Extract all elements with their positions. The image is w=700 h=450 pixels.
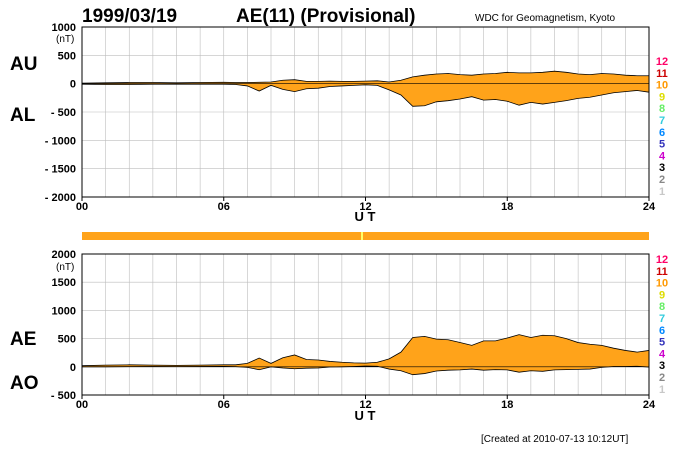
panel1-level-label: 6 bbox=[659, 127, 665, 139]
chart-date: 1999/03/19 bbox=[82, 6, 177, 27]
panel1-x-tick-label: 06 bbox=[218, 201, 230, 213]
panel1-level-label: 3 bbox=[659, 162, 665, 174]
panel2-level-label: 11 bbox=[656, 266, 668, 278]
panel2-y-tick-label: 1000 bbox=[52, 305, 76, 317]
panel2-level-label: 10 bbox=[656, 278, 668, 290]
panel1-x-tick-label: 18 bbox=[501, 201, 513, 213]
panel1-y-tick-label: - 500 bbox=[51, 107, 76, 119]
panel2-level-label: 7 bbox=[659, 313, 665, 325]
panel2-y-tick-label: 2000 bbox=[52, 249, 76, 261]
panel1-level-label: 7 bbox=[659, 115, 665, 127]
panel1-upper-label: AU bbox=[10, 54, 37, 75]
panel2-level-label: 6 bbox=[659, 325, 665, 337]
panel1-y-tick-label: 1000 bbox=[52, 22, 76, 34]
panel2-x-tick-label: 06 bbox=[218, 399, 230, 411]
panel2-y-tick-label: 0 bbox=[70, 362, 76, 374]
panel2-level-label: 3 bbox=[659, 360, 665, 372]
panel1-area-fill bbox=[82, 71, 649, 107]
data-coverage-bar bbox=[82, 232, 649, 240]
panel1-x-tick-label: 24 bbox=[643, 201, 656, 213]
panel2-x-tick-label: 12 bbox=[359, 399, 371, 411]
panel1-series-line-al bbox=[81, 83, 650, 107]
panel1-level-label: 12 bbox=[656, 56, 668, 68]
panel2-level-label: 1 bbox=[659, 384, 665, 396]
panel1-level-label: 11 bbox=[656, 68, 668, 80]
panel1-lower-label: AL bbox=[10, 105, 36, 126]
panel1-y-tick-label: 500 bbox=[58, 50, 76, 62]
chart-title: AE(11) (Provisional) bbox=[236, 6, 416, 27]
panel1-y-tick-label: - 2000 bbox=[45, 192, 76, 204]
panel2-y-tick-label: - 500 bbox=[51, 390, 76, 402]
panel2-level-label: 12 bbox=[656, 254, 668, 266]
panel2-level-label: 9 bbox=[659, 289, 665, 301]
panel2-area-fill bbox=[82, 334, 649, 375]
panel2-level-label: 2 bbox=[659, 372, 665, 384]
panel2-level-label: 4 bbox=[659, 348, 666, 360]
panel2-level-label: 5 bbox=[659, 337, 665, 349]
chart-source: WDC for Geomagnetism, Kyoto bbox=[475, 13, 615, 24]
panel1-unit: (nT) bbox=[56, 34, 74, 45]
panel1-level-label: 8 bbox=[659, 103, 665, 115]
panel1-x-tick-label: 00 bbox=[76, 201, 88, 213]
panel1-x-tick-label: 12 bbox=[359, 201, 371, 213]
panel2-x-axis-title: U T bbox=[355, 408, 376, 423]
panel2-lower-label: AO bbox=[10, 373, 39, 394]
panel2-unit: (nT) bbox=[56, 262, 74, 273]
panel2-x-tick-label: 00 bbox=[76, 399, 88, 411]
panel2-y-tick-label: 1500 bbox=[52, 277, 76, 289]
panel1-x-axis-title: U T bbox=[355, 209, 376, 224]
panel2-x-tick-label: 24 bbox=[643, 399, 656, 411]
panel1-y-tick-label: 0 bbox=[70, 79, 76, 91]
panel1-level-label: 1 bbox=[659, 186, 665, 198]
panel1-level-label: 5 bbox=[659, 139, 665, 151]
panel2-series-line-ae bbox=[81, 334, 650, 367]
panel2-y-tick-label: 500 bbox=[58, 334, 76, 346]
panel2-level-label: 8 bbox=[659, 301, 665, 313]
created-timestamp: [Created at 2010-07-13 10:12UT] bbox=[481, 434, 629, 445]
panel2-x-tick-label: 18 bbox=[501, 399, 513, 411]
panel1-series-line-au bbox=[81, 70, 649, 84]
panel1-level-label: 2 bbox=[659, 174, 665, 186]
panel1-y-tick-label: - 1000 bbox=[45, 135, 76, 147]
panel1-level-label: 4 bbox=[659, 150, 666, 162]
panel1-y-tick-label: - 1500 bbox=[45, 164, 76, 176]
panel1-level-label: 10 bbox=[656, 80, 668, 92]
panel2-upper-label: AE bbox=[10, 329, 36, 350]
panel1-level-label: 9 bbox=[659, 91, 665, 103]
